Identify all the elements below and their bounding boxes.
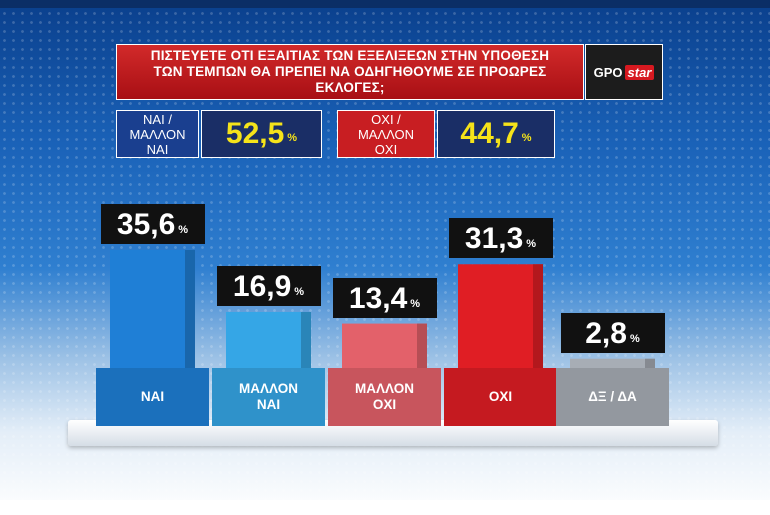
logo-gpo-text: GPO: [593, 64, 623, 80]
gpo-star-logo: GPO star: [585, 44, 663, 100]
category-box-probably-no: [328, 368, 441, 426]
question-text: ΠΙΣΤΕΥΕΤΕ ΟΤΙ ΕΞΑΙΤΙΑΣ ΤΩΝ ΕΞΕΛΙΞΕΩΝ ΣΤΗ…: [117, 48, 583, 96]
summary-no-label: ΟΧΙ / ΜΑΛΛΟΝ ΟΧΙ: [337, 110, 435, 158]
summary-yes-value: 52,5: [225, 117, 285, 150]
category-box-no: [444, 368, 557, 426]
summary-no-value-box: 44,7 %: [437, 110, 555, 158]
summary-no-unit: %: [521, 132, 532, 144]
value-unit-yes: %: [178, 224, 189, 236]
value-number-probably-yes: 16,9: [232, 269, 292, 303]
bar-probably-yes: [226, 311, 311, 368]
value-label-probably-no: 13,4%: [332, 277, 437, 318]
value-label-yes: 35,6%: [100, 204, 205, 244]
value-number-dont-know: 2,8: [585, 316, 627, 350]
category-label-yes: ΝΑΙ: [140, 389, 165, 404]
top-bar: [0, 0, 770, 8]
bottom-border: [0, 500, 770, 515]
bar-side-probably-no: [417, 323, 427, 368]
bar-dont-know: [570, 358, 655, 368]
category-label-dont-know: ΔΞ / ΔΑ: [588, 389, 637, 404]
value-label-probably-yes: 16,9%: [216, 265, 321, 306]
question-banner: ΠΙΣΤΕΥΕΤΕ ΟΤΙ ΕΞΑΙΤΙΑΣ ΤΩΝ ΕΞΕΛΙΞΕΩΝ ΣΤΗ…: [116, 44, 584, 100]
bar-side-yes: [185, 250, 195, 368]
bar-side-dont-know: [645, 358, 655, 368]
bar-probably-no: [342, 323, 427, 368]
value-number-probably-no: 13,4: [348, 281, 408, 315]
value-unit-dont-know: %: [629, 332, 640, 345]
bar-no: [458, 264, 543, 368]
question-line-1: ΠΙΣΤΕΥΕΤΕ ΟΤΙ ΕΞΑΙΤΙΑΣ ΤΩΝ ΕΞΕΛΙΞΕΩΝ ΣΤΗ…: [150, 48, 550, 63]
value-unit-probably-yes: %: [294, 285, 305, 298]
value-number-no: 31,3: [464, 222, 524, 256]
category-box-probably-yes: [212, 368, 325, 426]
value-label-no: 31,3%: [448, 218, 553, 259]
summary-yes-value-box: 52,5 %: [201, 110, 322, 158]
category-box-dont-know: [556, 368, 669, 426]
category-label-probably-yes: ΜΑΛΛΟΝ ΝΑΙ: [239, 381, 298, 412]
summary-no-value: 44,7: [460, 117, 519, 150]
question-line-2: ΤΩΝ ΤΕΜΠΩΝ ΘΑ ΠΡΕΠΕΙ ΝΑ ΟΔΗΓΗΘΟΥΜΕ ΣΕ ΠΡ…: [153, 64, 547, 95]
logo-star-text: star: [624, 64, 655, 80]
bar-side-no: [533, 264, 543, 368]
summary-yes-unit: %: [287, 132, 298, 144]
value-unit-no: %: [526, 238, 537, 251]
value-unit-probably-no: %: [410, 297, 421, 310]
category-label-probably-no: ΜΑΛΛΟΝ ΟΧΙ: [355, 381, 414, 412]
category-label-no: ΟΧΙ: [488, 389, 513, 404]
category-box-yes: [96, 368, 209, 426]
value-number-yes: 35,6: [116, 208, 176, 241]
summary-yes-label: ΝΑΙ / ΜΑΛΛΟΝ ΝΑΙ: [116, 110, 199, 158]
value-label-dont-know: 2,8%: [560, 312, 665, 353]
bar-yes: [110, 250, 195, 368]
bar-side-probably-yes: [301, 311, 311, 368]
